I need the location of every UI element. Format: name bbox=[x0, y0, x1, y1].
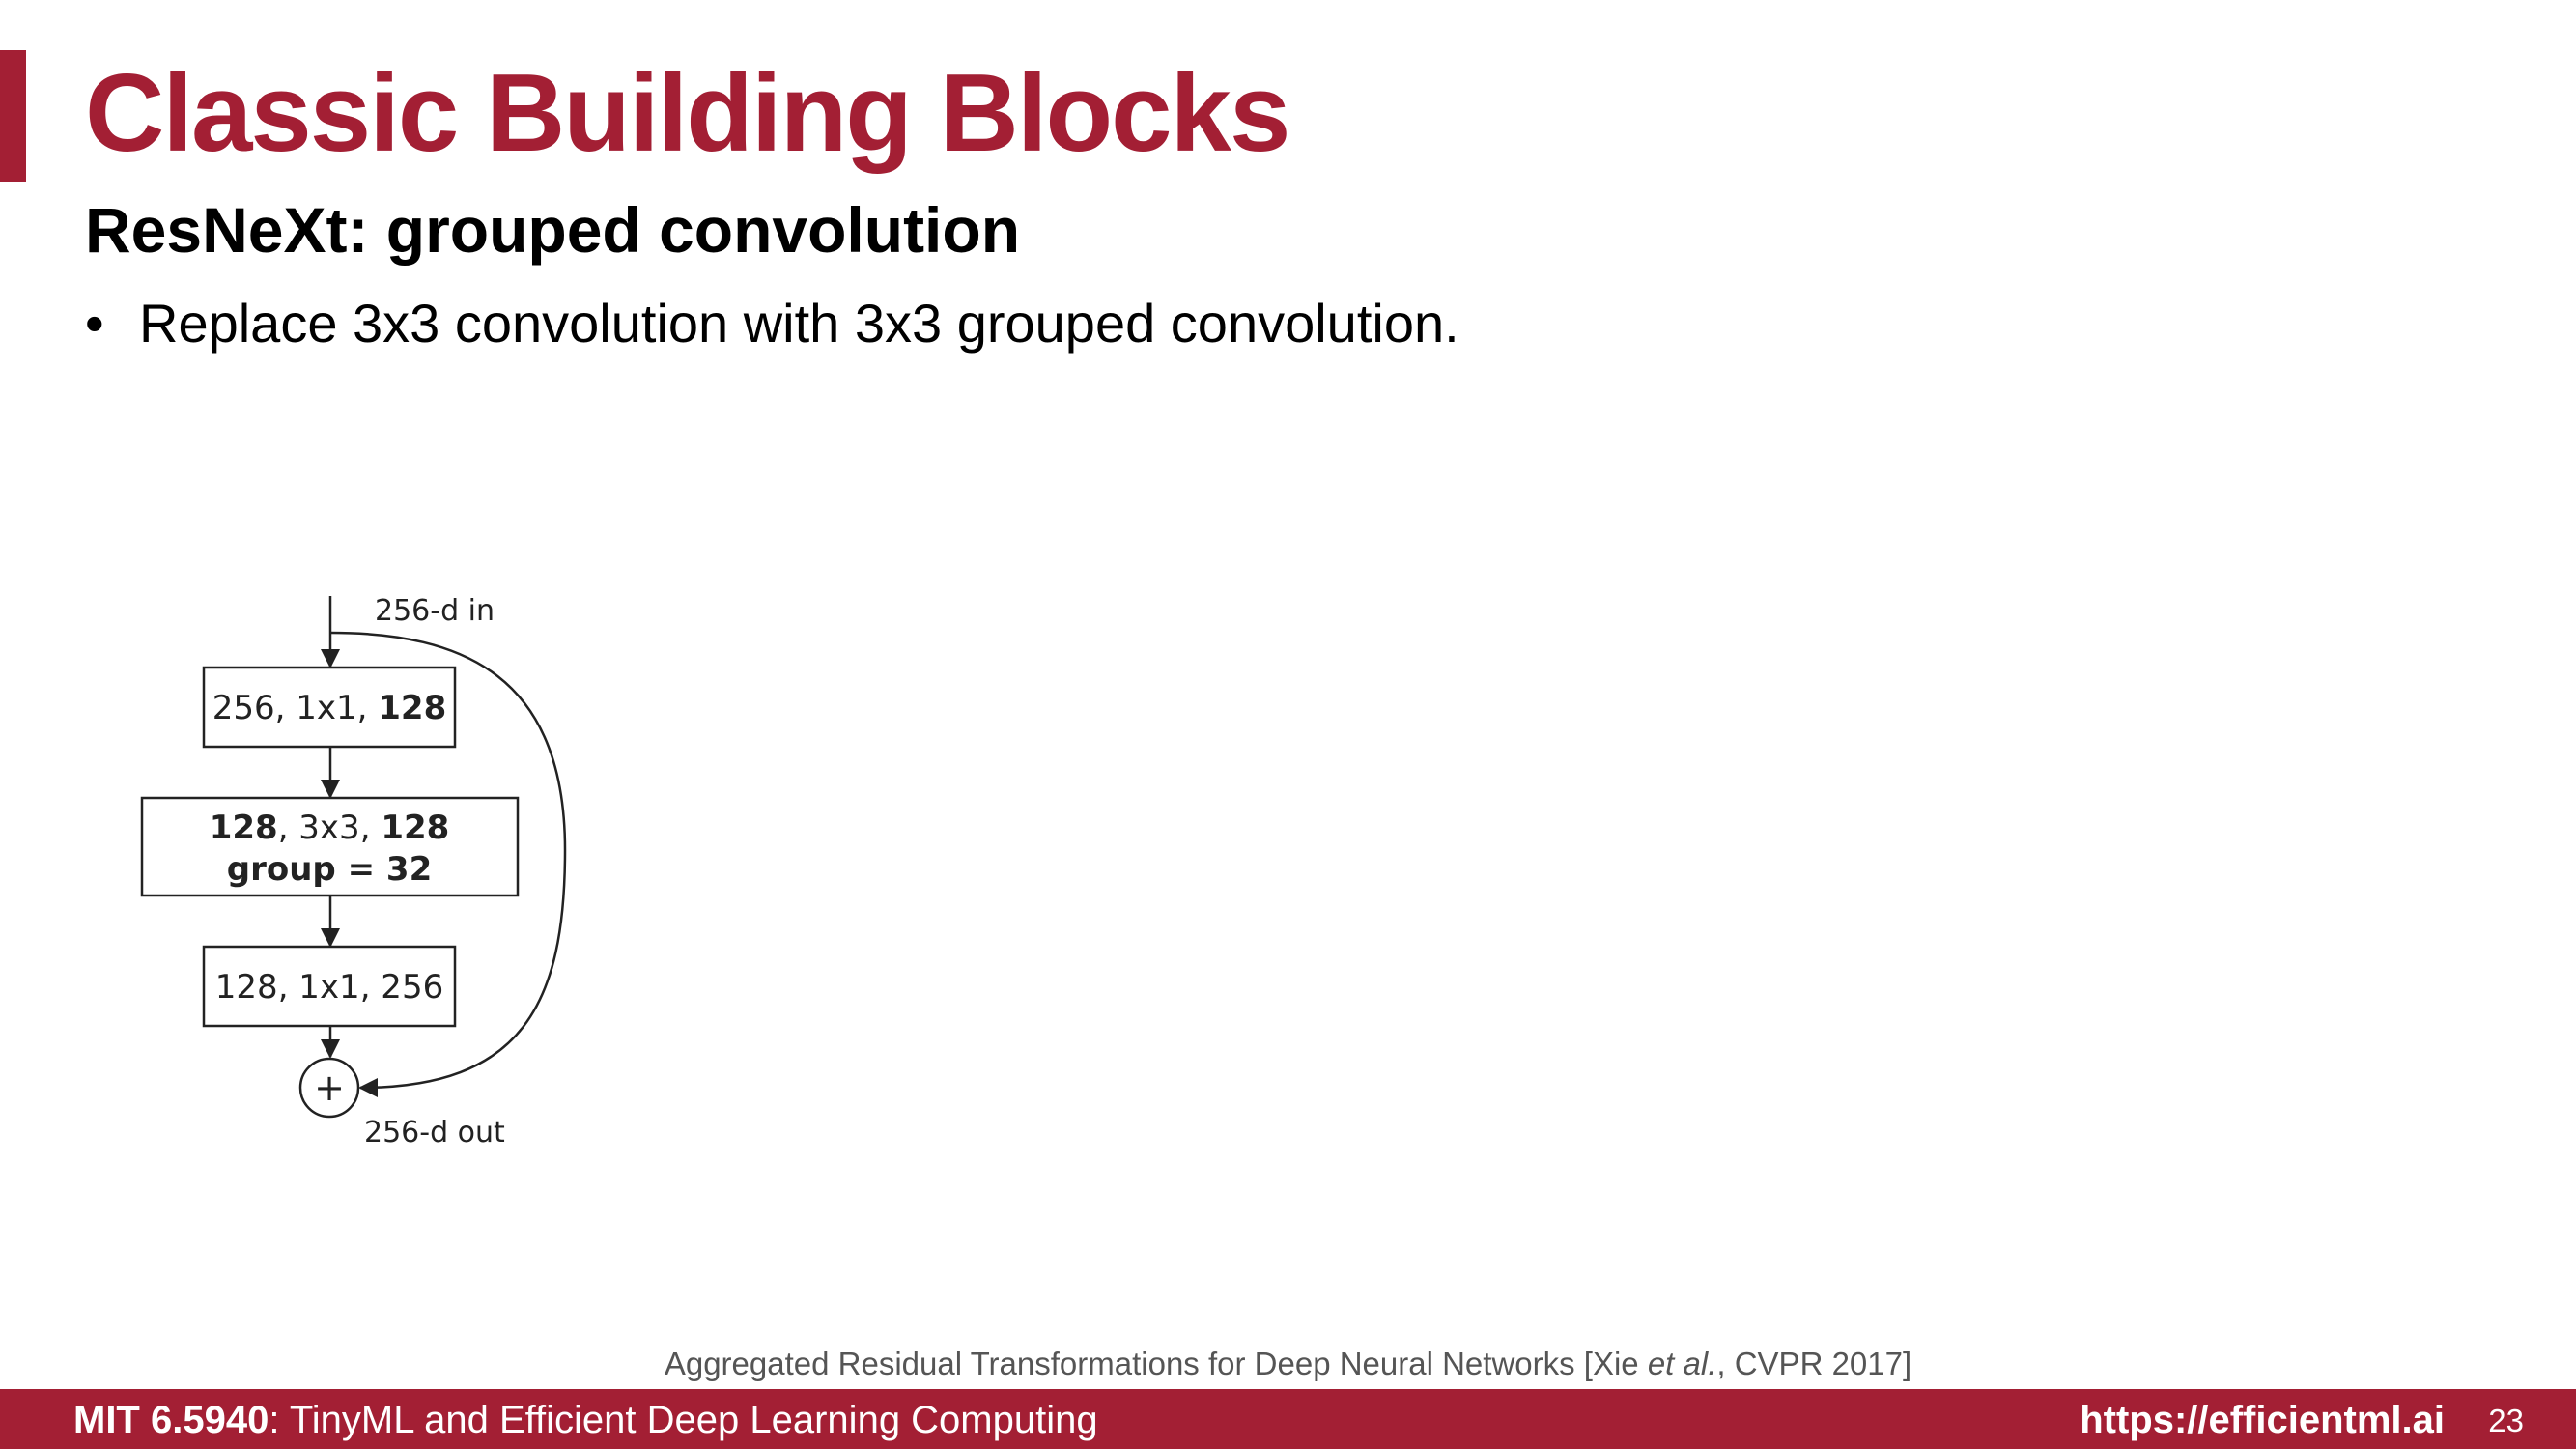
grouped-conv-out-channels: 128 bbox=[381, 809, 449, 847]
conv-block-3 bbox=[202, 945, 457, 1028]
bullet-text: Replace 3x3 convolution with 3x3 grouped… bbox=[139, 293, 1459, 354]
title-accent-bar bbox=[0, 50, 26, 182]
sum-symbol: + bbox=[314, 1066, 345, 1109]
citation-prefix: Aggregated Residual Transformations for … bbox=[664, 1346, 1648, 1381]
grouped-conv-block-line1: 128, 3x3, 128 bbox=[210, 809, 450, 847]
conv-block-1-out-channels: 128 bbox=[378, 689, 446, 727]
grouped-conv-group-count: group = 32 bbox=[227, 850, 432, 889]
footer-url-link[interactable]: https://efficientml.ai bbox=[2080, 1399, 2445, 1441]
bullet-marker: • bbox=[85, 293, 104, 354]
grouped-conv-block bbox=[140, 796, 520, 897]
slide-subtitle: ResNeXt: grouped convolution bbox=[85, 194, 1021, 266]
bullet-item: • Replace 3x3 convolution with 3x3 groupe… bbox=[85, 288, 1459, 359]
sum-node bbox=[298, 1057, 360, 1119]
citation-suffix: , CVPR 2017] bbox=[1716, 1346, 1912, 1381]
conv-block-1 bbox=[202, 666, 457, 749]
conv-block-1-label: 256, 1x1, 128 bbox=[212, 689, 447, 727]
slide-title: Classic Building Blocks bbox=[85, 52, 1290, 175]
output-label: 256-d out bbox=[364, 1116, 505, 1150]
footer-course-name: : TinyML and Efficient Deep Learning Com… bbox=[269, 1399, 1098, 1441]
footer-bar: MIT 6.5940: TinyML and Efficient Deep Le… bbox=[0, 1389, 2576, 1449]
footer-course-code: MIT 6.5940 bbox=[73, 1399, 269, 1441]
footer-course: MIT 6.5940: TinyML and Efficient Deep Le… bbox=[73, 1399, 1098, 1441]
conv-block-1-text: 256, 1x1, bbox=[212, 689, 379, 727]
page-number: 23 bbox=[2488, 1403, 2524, 1438]
grouped-conv-kernel: , 3x3, bbox=[278, 809, 382, 847]
conv-block-3-label: 128, 1x1, 256 bbox=[215, 968, 443, 1007]
skip-connection bbox=[329, 631, 567, 1097]
citation-italic: et al. bbox=[1647, 1346, 1717, 1381]
citation: Aggregated Residual Transformations for … bbox=[0, 1345, 2576, 1383]
grouped-conv-in-channels: 128 bbox=[210, 809, 278, 847]
input-label: 256-d in bbox=[375, 594, 495, 628]
